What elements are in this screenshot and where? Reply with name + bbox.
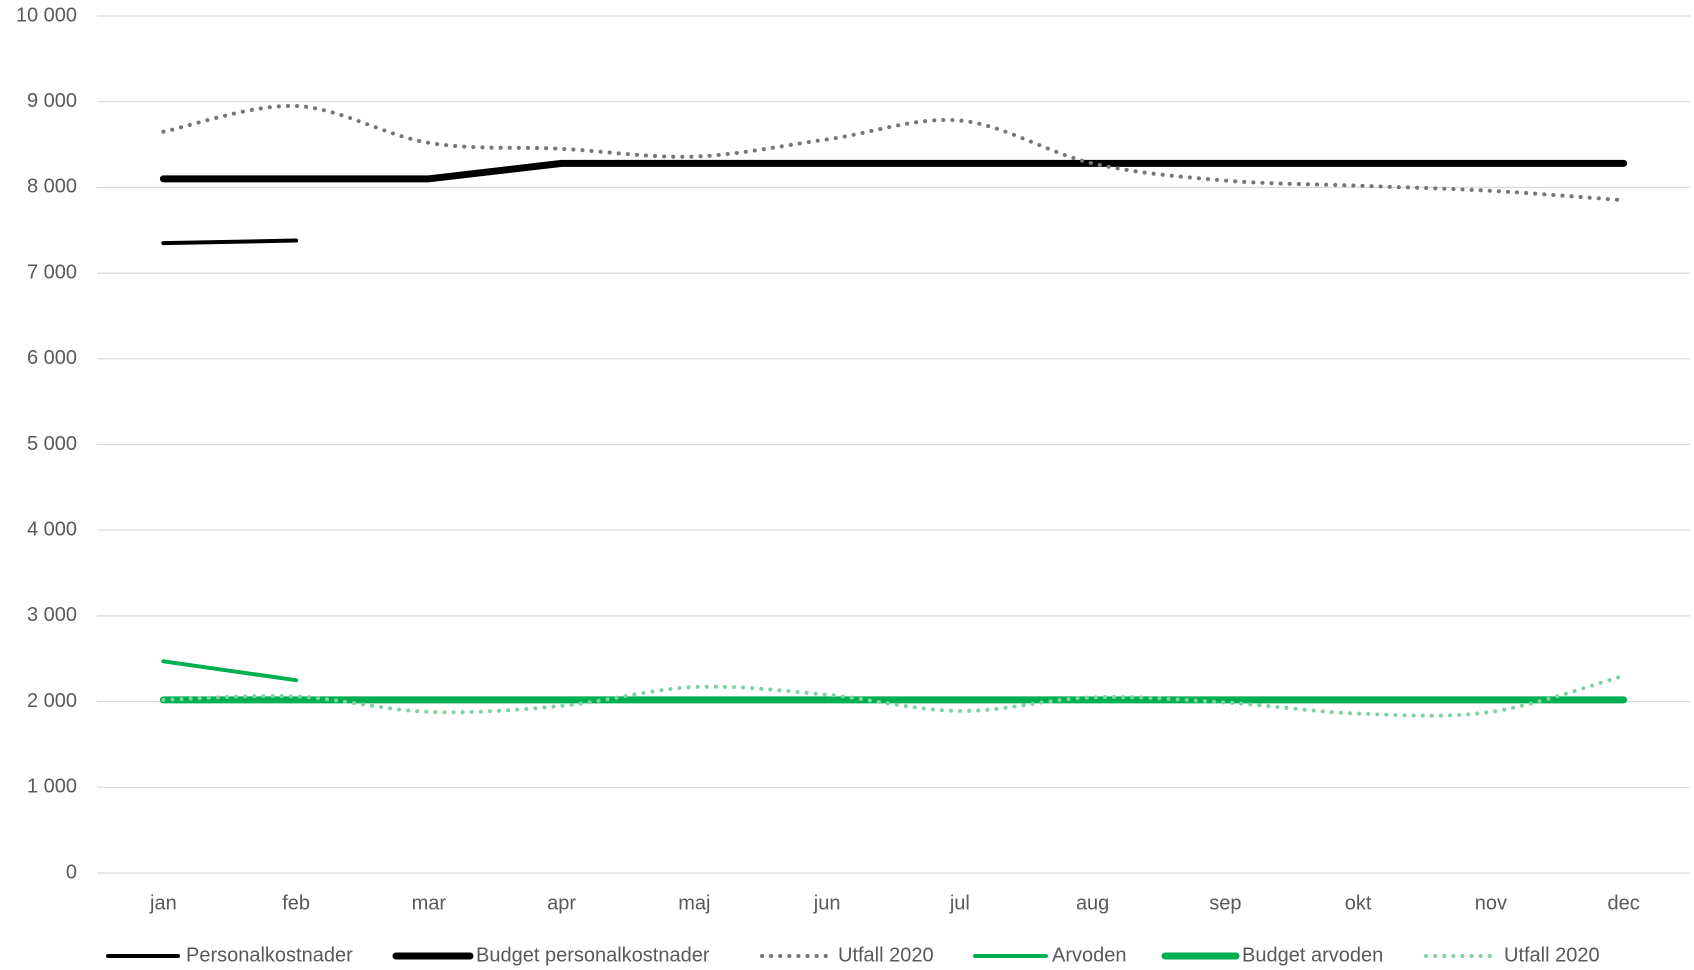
legend-label: Budget arvoden [1242,944,1383,966]
series-line [161,238,299,246]
series-line [161,673,1626,718]
x-tick-label: mar [412,892,447,914]
y-tick-label: 10 000 [16,4,77,26]
y-tick-label: 9 000 [27,90,77,112]
y-tick-label: 5 000 [27,433,77,455]
x-tick-label: jul [949,892,970,914]
y-tick-label: 3 000 [27,604,77,626]
series-line [159,159,1628,183]
y-tick-label: 7 000 [27,261,77,283]
legend-label: Budget personalkostnader [476,944,710,966]
legend-label: Personalkostnader [186,944,353,966]
x-tick-label: maj [678,892,710,914]
y-tick-label: 4 000 [27,518,77,540]
x-tick-label: feb [282,892,310,914]
x-tick-label: aug [1076,892,1109,914]
legend-label: Utfall 2020 [1504,944,1600,966]
x-tick-label: sep [1209,892,1241,914]
y-tick-label: 1 000 [27,776,77,798]
y-tick-label: 6 000 [27,347,77,369]
legend-label: Arvoden [1052,944,1127,966]
x-tick-label: nov [1475,892,1507,914]
x-tick-label: okt [1345,892,1372,914]
x-tick-label: jun [813,892,841,914]
legend-label: Utfall 2020 [838,944,934,966]
x-tick-label: dec [1608,892,1640,914]
series-line [161,659,299,683]
y-tick-label: 2 000 [27,690,77,712]
y-tick-label: 8 000 [27,176,77,198]
x-tick-label: apr [547,892,576,914]
x-tick-label: jan [149,892,177,914]
y-tick-label: 0 [66,861,77,883]
series-line [161,103,1626,203]
